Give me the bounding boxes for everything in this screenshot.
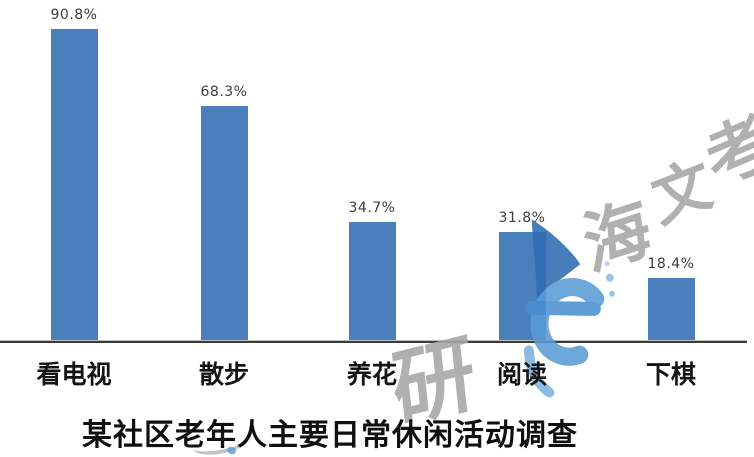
bar xyxy=(647,278,695,341)
category-label: 阅读 xyxy=(496,362,547,389)
bar-value-label: 68.3% xyxy=(200,84,248,100)
bar xyxy=(50,29,98,341)
category-label: 下棋 xyxy=(645,362,696,389)
chart-title: 某社区老年人主要日常休闲活动调查 xyxy=(82,419,578,452)
bar-value-label: 18.4% xyxy=(647,256,695,272)
x-axis-line xyxy=(0,341,747,343)
bar-value-label: 34.7% xyxy=(348,200,396,216)
category-label: 看电视 xyxy=(36,362,112,389)
haiwen-e-logo-icon xyxy=(484,215,630,408)
bar xyxy=(348,222,396,341)
category-label: 散步 xyxy=(198,362,249,389)
bar-value-label: 31.8% xyxy=(498,210,546,226)
bar xyxy=(200,106,248,341)
category-label: 养花 xyxy=(346,362,397,389)
bar-value-label: 90.8% xyxy=(50,7,98,23)
